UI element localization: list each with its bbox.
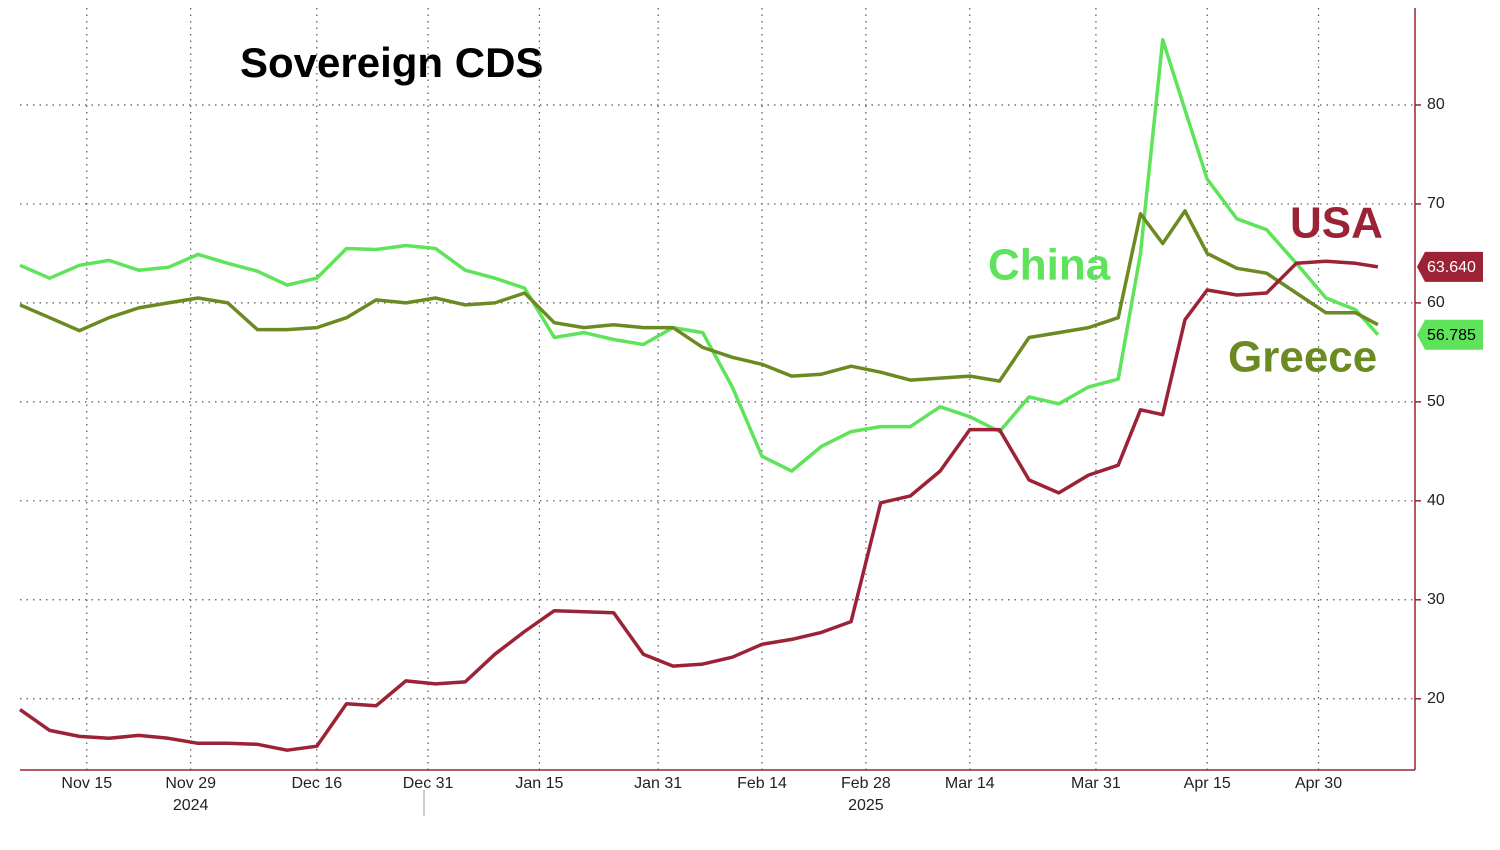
end-label: 63.640 — [1427, 259, 1476, 276]
series-label: China — [988, 241, 1111, 290]
x-tick-label: Jan 15 — [515, 775, 563, 792]
y-tick-label: 60 — [1427, 294, 1445, 311]
x-tick-label: Mar 31 — [1071, 775, 1121, 792]
x-tick-label: Dec 16 — [291, 775, 342, 792]
x-tick-label: Nov 29 — [165, 775, 216, 792]
x-tick-label: Nov 15 — [61, 775, 112, 792]
y-tick-label: 30 — [1427, 591, 1445, 608]
x-year-label: 2024 — [173, 797, 209, 814]
chart-title: Sovereign CDS — [240, 39, 543, 86]
x-tick-label: Dec 31 — [403, 775, 454, 792]
x-tick-label: Feb 14 — [737, 775, 787, 792]
y-tick-label: 80 — [1427, 96, 1445, 113]
series-line — [19, 37, 1380, 473]
x-year-label: 2025 — [848, 797, 884, 814]
end-label-box — [1417, 319, 1483, 350]
grid — [20, 8, 1415, 770]
y-tick-label: 50 — [1427, 393, 1445, 410]
series-label: USA — [1290, 199, 1383, 248]
end-label-box — [1417, 251, 1483, 282]
x-tick-label: Jan 31 — [634, 775, 682, 792]
y-tick-label: 40 — [1427, 492, 1445, 509]
x-tick-label: Mar 14 — [945, 775, 995, 792]
series-label: Greece — [1228, 333, 1377, 382]
x-tick-label: Apr 30 — [1295, 775, 1342, 792]
x-tick-label: Feb 28 — [841, 775, 891, 792]
series-line — [18, 259, 1379, 752]
x-tick-label: Apr 15 — [1184, 775, 1231, 792]
series-line — [19, 209, 1379, 383]
end-label: 56.785 — [1427, 327, 1476, 344]
y-tick-label: 70 — [1427, 195, 1445, 212]
y-tick-label: 20 — [1427, 690, 1445, 707]
